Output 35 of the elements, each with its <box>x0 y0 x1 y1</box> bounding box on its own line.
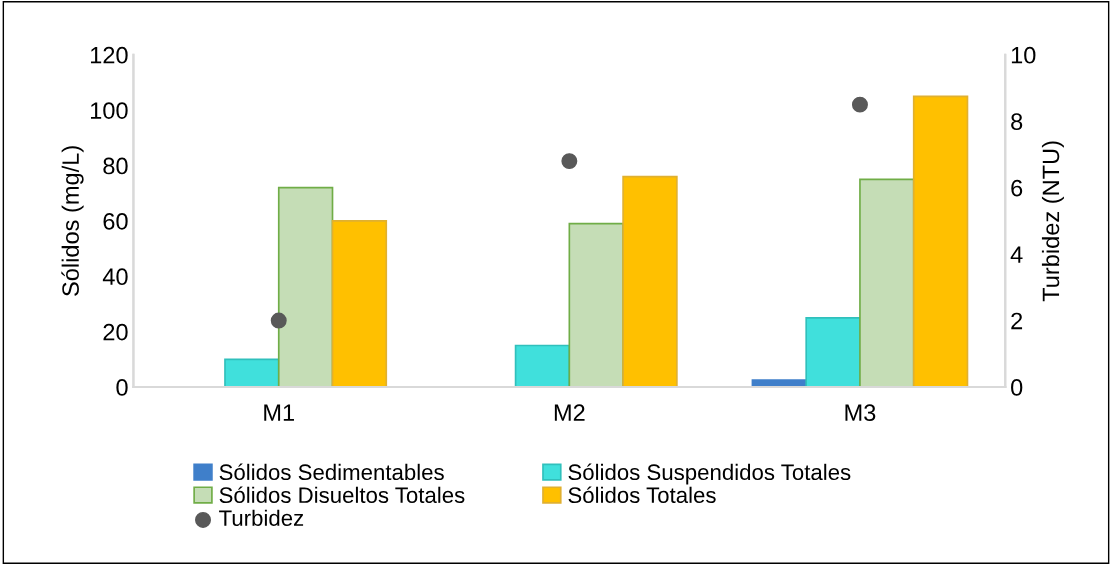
legend-label: Sólidos Disueltos Totales <box>219 486 465 504</box>
bar <box>912 95 969 388</box>
bar <box>331 220 388 388</box>
point <box>851 96 868 113</box>
y2-tick-label: 0 <box>1011 379 1023 396</box>
y-tick-label: 80 <box>103 157 128 175</box>
y-tick-label: 20 <box>103 323 128 341</box>
y-tick-label: 60 <box>103 212 128 230</box>
legend-label: Turbidez <box>219 509 304 526</box>
y-axis-title: Sólidos (mg/L) <box>61 146 84 296</box>
bar <box>859 178 915 388</box>
bar <box>622 175 678 388</box>
bar <box>514 344 571 388</box>
point <box>561 153 578 170</box>
bar <box>224 358 280 388</box>
y2-axis-title: Turbidez (NTU) <box>1041 141 1064 302</box>
y2-tick-label: 8 <box>1011 113 1023 131</box>
legend-label: Sólidos Suspendidos Totales <box>568 463 851 485</box>
bar <box>277 186 334 388</box>
bar <box>568 222 624 388</box>
legend-label: Sólidos Totales <box>568 486 716 504</box>
legend-label: Sólidos Sedimentables <box>219 463 444 481</box>
y-tick-label: 100 <box>90 102 128 119</box>
point <box>270 312 287 329</box>
y-tick-label: 40 <box>102 268 128 286</box>
x-tick-label: M3 <box>845 404 876 422</box>
y-tick-label: 0 <box>116 379 128 396</box>
x-tick-label: M1 <box>264 404 294 421</box>
y2-tick-label: 10 <box>1011 46 1036 64</box>
y2-tick-label: 4 <box>1010 246 1023 263</box>
y2-tick-label: 6 <box>1011 179 1023 197</box>
bar <box>805 316 861 388</box>
y-tick-label: 120 <box>90 46 128 64</box>
y2-tick-label: 2 <box>1011 312 1023 330</box>
x-tick-label: M2 <box>554 404 585 421</box>
